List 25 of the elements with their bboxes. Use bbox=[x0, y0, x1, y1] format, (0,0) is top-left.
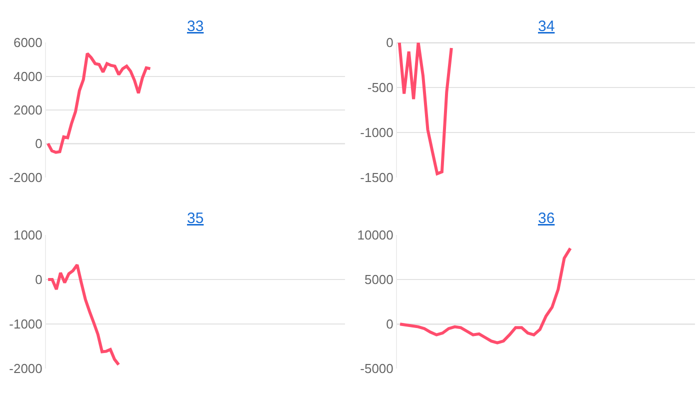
y-tick-label: -5000 bbox=[360, 361, 394, 376]
y-tick-label: 2000 bbox=[13, 102, 42, 118]
line-series bbox=[46, 263, 120, 366]
y-tick-label: 0 bbox=[386, 35, 394, 50]
y-tick-label: -1000 bbox=[360, 124, 394, 140]
line-series bbox=[398, 42, 453, 176]
y-tick-label: 0 bbox=[386, 316, 394, 332]
y-tick-label: 1000 bbox=[13, 228, 42, 243]
line-series bbox=[46, 52, 152, 154]
chart-title: 33 bbox=[187, 18, 204, 35]
y-tick-label: -1000 bbox=[9, 316, 42, 332]
y-tick-label: 0 bbox=[35, 136, 42, 152]
chart-title: 34 bbox=[538, 18, 555, 35]
y-tick-label: 0 bbox=[35, 272, 42, 288]
chart-title: 36 bbox=[538, 210, 555, 227]
y-tick-label: 6000 bbox=[13, 35, 42, 50]
y-tick-label: 5000 bbox=[364, 272, 394, 288]
line-series bbox=[398, 246, 572, 344]
y-tick-label: -2000 bbox=[9, 170, 42, 185]
y-tick-label: 10000 bbox=[357, 228, 394, 243]
y-tick-label: -500 bbox=[367, 80, 394, 96]
chart-title: 35 bbox=[187, 210, 204, 227]
y-tick-label: 4000 bbox=[13, 68, 42, 84]
y-tick-label: -2000 bbox=[9, 361, 42, 376]
y-tick-label: -1500 bbox=[360, 170, 394, 185]
